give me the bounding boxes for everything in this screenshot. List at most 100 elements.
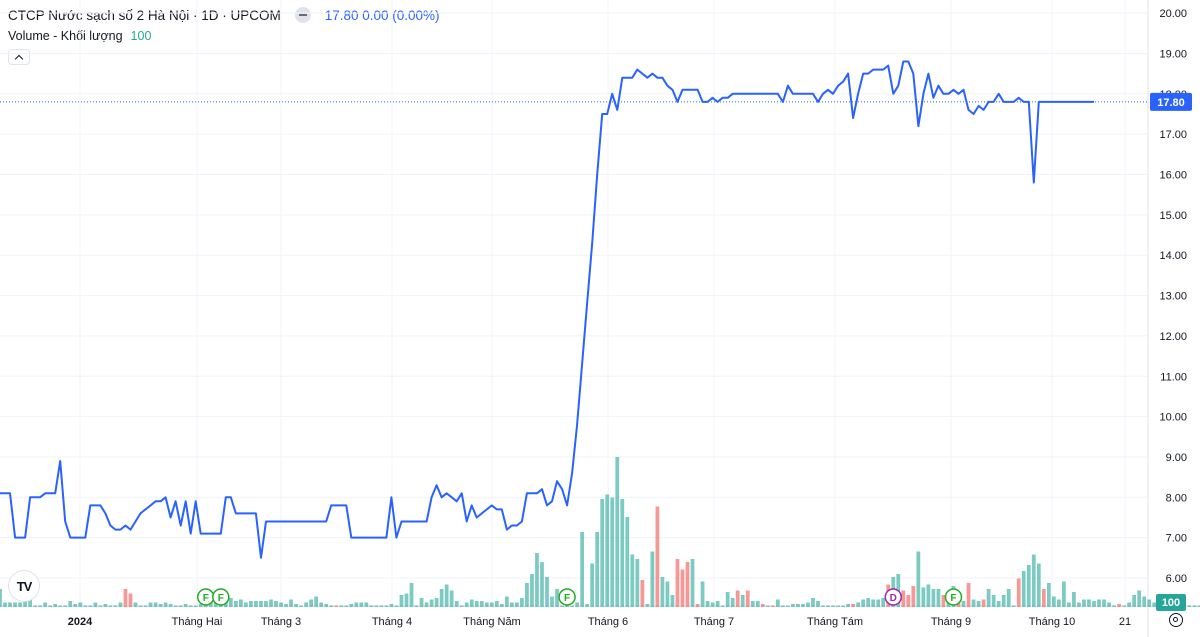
x-tick-label: Tháng 3: [261, 616, 301, 628]
volume-bar: [705, 601, 710, 607]
volume-bar: [780, 605, 785, 607]
volume-bar: [535, 553, 539, 607]
volume-bar: [1011, 605, 1016, 607]
volume-bar: [806, 602, 810, 607]
volume-bar: [404, 593, 409, 607]
volume-bar: [575, 602, 579, 607]
volume-bar: [469, 599, 474, 607]
volume-bar: [650, 551, 655, 607]
volume-bar: [1077, 602, 1081, 607]
y-tick-label: 10.00: [1159, 412, 1187, 424]
event-marker-f[interactable]: [212, 588, 230, 606]
volume-bar: [520, 598, 524, 607]
volume-bar: [931, 589, 936, 607]
x-tick-label: 2024: [68, 616, 93, 628]
volume-bar: [765, 605, 770, 607]
volume-bar: [183, 604, 188, 607]
volume-bar: [389, 604, 394, 607]
volume-bar: [585, 604, 590, 607]
chart-header: CTCP Nước sạch số 2 Hà Nội · 1D · UPCOM …: [8, 7, 440, 23]
volume-bar: [369, 605, 374, 607]
volume-bar: [188, 605, 193, 607]
volume-bar: [525, 583, 529, 607]
volume-bar: [1041, 589, 1046, 607]
volume-bar: [901, 590, 906, 607]
volume-bar: [735, 590, 740, 607]
volume-bar: [8, 602, 12, 607]
volume-bar: [419, 598, 424, 607]
volume-bar: [941, 595, 946, 607]
y-tick-label: 20.00: [1159, 8, 1187, 20]
volume-legend: Volume - Khối lượng 100: [8, 29, 151, 43]
volume-bar: [494, 601, 499, 607]
volume-bar: [1046, 583, 1051, 607]
volume-bar: [319, 602, 324, 607]
volume-bar: [73, 604, 78, 607]
volume-bar: [1127, 602, 1132, 607]
event-marker-f[interactable]: [944, 588, 963, 606]
last-volume-tag: [1156, 594, 1186, 611]
volume-bar: [555, 589, 559, 607]
symbol-title[interactable]: CTCP Nước sạch số 2 Hà Nội · 1D · UPCOM: [8, 7, 281, 23]
volume-bar: [1112, 605, 1116, 607]
volume-bar: [213, 602, 218, 607]
volume-bar: [550, 596, 554, 607]
x-tick-label: 21: [1119, 616, 1131, 628]
volume-bar: [83, 605, 88, 607]
volume-bar: [1117, 604, 1121, 607]
volume-value: 100: [130, 29, 152, 43]
volume-bar: [249, 601, 253, 607]
volume-bar: [18, 602, 22, 607]
volume-bar: [881, 598, 886, 607]
volume-bar: [329, 605, 334, 607]
volume-bar: [991, 595, 996, 607]
volume-bar: [821, 605, 825, 607]
volume-bar: [123, 589, 128, 607]
x-tick-label: Tháng 6: [588, 616, 628, 628]
y-tick-label: 7.00: [1166, 533, 1187, 545]
volume-bar: [700, 581, 705, 607]
volume-bar: [98, 605, 103, 607]
y-tick-label: 13.00: [1159, 291, 1187, 303]
volume-bar: [866, 598, 871, 607]
volume-bar: [1122, 605, 1126, 607]
volume-bar: [680, 569, 685, 607]
volume-bar: [620, 499, 625, 607]
volume-bar: [605, 494, 610, 607]
volume-bar: [1132, 595, 1137, 607]
y-tick-label: 15.00: [1159, 210, 1187, 222]
volume-bar: [28, 599, 32, 607]
event-marker-d[interactable]: [884, 588, 903, 606]
volume-bar: [1192, 605, 1197, 607]
settings-gear-icon[interactable]: [1169, 613, 1183, 627]
volume-bar: [439, 589, 444, 607]
volume-bar: [1187, 605, 1192, 607]
volume-bar: [1067, 602, 1071, 607]
volume-bar: [43, 602, 48, 607]
minus-icon[interactable]: [294, 7, 311, 23]
volume-bar: [349, 604, 354, 607]
volume-bar: [269, 599, 273, 607]
volume-bar: [670, 595, 675, 607]
y-tick-label: 17.00: [1159, 129, 1187, 141]
volume-bar: [464, 602, 469, 607]
volume-bar: [143, 605, 148, 607]
tradingview-logo-icon[interactable]: TV: [9, 571, 39, 601]
event-marker-f[interactable]: [558, 588, 576, 606]
volume-bar: [128, 593, 133, 607]
volume-bar: [1016, 578, 1021, 607]
volume-bar: [379, 605, 384, 607]
last-volume-label: 100: [1162, 597, 1180, 609]
volume-bar: [791, 604, 795, 607]
volume-bar: [233, 601, 238, 607]
volume-bar: [755, 601, 760, 607]
volume-bar: [1026, 565, 1031, 607]
volume-label[interactable]: Volume - Khối lượng: [8, 29, 123, 43]
x-tick-label: Tháng 10: [1029, 616, 1075, 628]
volume-bar: [173, 605, 178, 607]
volume-bar: [971, 599, 976, 607]
price-line[interactable]: [0, 60, 1094, 559]
volume-bar: [785, 605, 790, 607]
volume-bar: [796, 604, 800, 607]
